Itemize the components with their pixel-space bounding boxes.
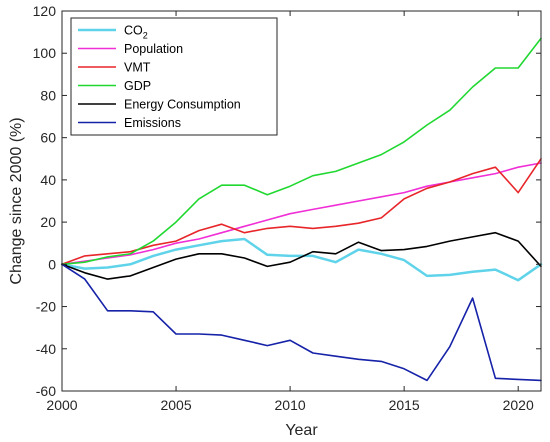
axes-frame [61,10,542,392]
legend-box [70,17,278,136]
legend-label-vmt: VMT [124,61,151,75]
x-tick-label: 2010 [275,397,306,413]
y-tick-label: 80 [40,87,56,103]
x-tick-label: 2015 [389,397,420,413]
x-axis-label: Year [285,422,318,439]
series-line-energy-consumption [61,231,542,280]
y-tick-label: 60 [40,130,56,146]
y-tick-label: 40 [40,172,56,188]
legend-label-population: Population [124,42,183,56]
legend-label-co2: CO2 [124,24,148,41]
series-line-population [61,162,542,266]
legend-label-energy-consumption: Energy Consumption [124,98,241,112]
y-tick-label: -40 [36,341,56,357]
y-tick-label: -20 [36,299,56,315]
y-tick-label: 120 [33,3,57,19]
plot-box [61,10,542,392]
series-layer [60,37,543,382]
series-line-gdp [61,37,542,266]
legend-label-emissions: Emissions [124,116,181,130]
y-tick-label: 100 [33,45,57,61]
tick-layer: 2000 2005 2010 2015 2020 -60 -40 -20 0 20 40 60 80 10… [33,3,541,413]
x-tick-label: 2005 [160,397,191,413]
y-tick-label: 20 [40,214,56,230]
x-tick-label: 2000 [46,397,77,413]
series-line-vmt [61,158,542,266]
legend-label-gdp: GDP [124,79,151,93]
series-line-emissions [61,263,542,382]
series-line-co2 [60,237,543,282]
y-axis-label: Change since 2000 (%) [8,117,25,284]
y-tick-label: -60 [36,383,56,399]
x-tick-label: 2020 [503,397,534,413]
y-tick-label: 0 [48,256,56,272]
